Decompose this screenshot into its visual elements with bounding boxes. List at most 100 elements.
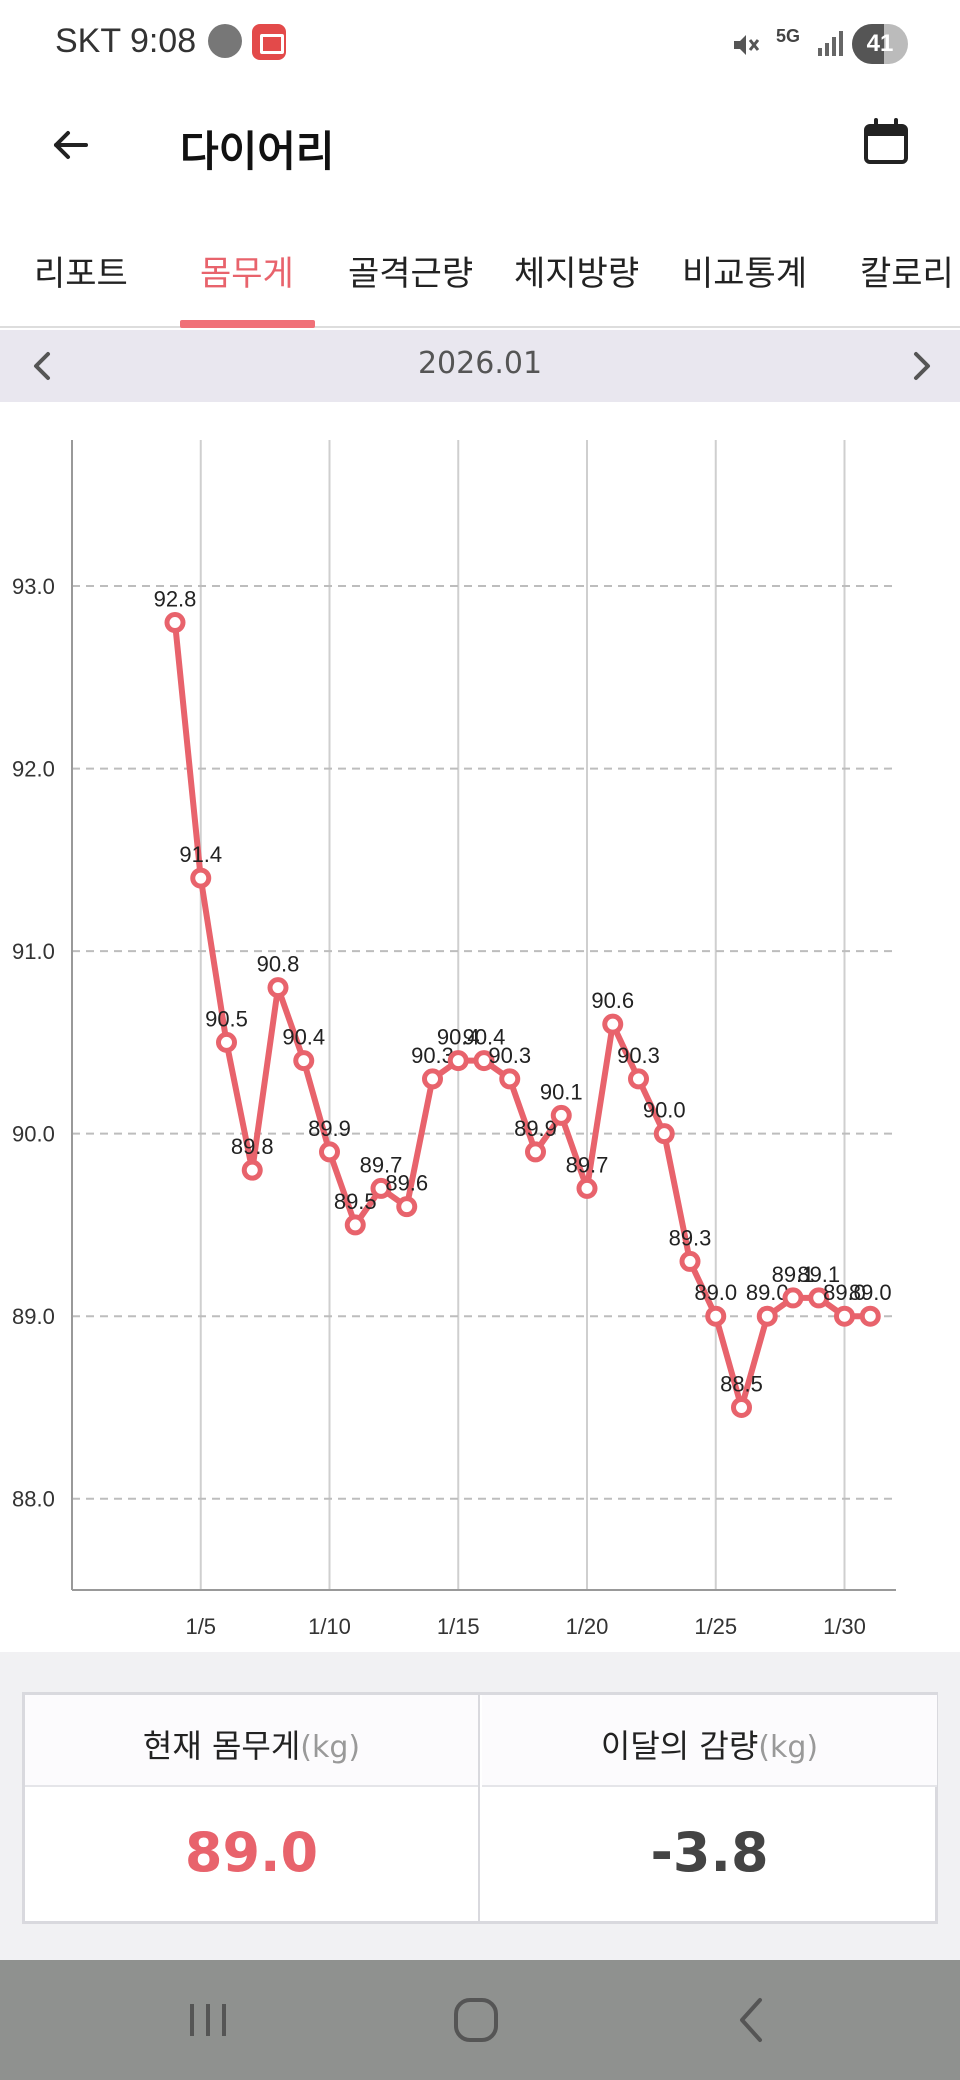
data-label: 89.6 bbox=[385, 1171, 428, 1196]
data-label: 90.8 bbox=[257, 952, 300, 977]
monthly-loss-value: -3.8 bbox=[650, 1821, 769, 1884]
data-label: 89.3 bbox=[669, 1225, 712, 1250]
data-label: 89.8 bbox=[231, 1134, 274, 1159]
tab-body-fat[interactable]: 체지방량 bbox=[514, 254, 640, 294]
data-point bbox=[653, 1123, 675, 1145]
data-point bbox=[293, 1050, 315, 1072]
tab-skeletal-muscle[interactable]: 골격근량 bbox=[348, 254, 474, 294]
data-point bbox=[241, 1159, 263, 1181]
data-label: 92.8 bbox=[154, 587, 197, 612]
tab-weight[interactable]: 몸무게 bbox=[200, 254, 294, 294]
month-navigator: 2026.01 bbox=[0, 330, 960, 402]
tab-comparison-stats[interactable]: 비교통계 bbox=[682, 254, 808, 294]
mute-icon bbox=[734, 35, 760, 55]
data-label: 90.4 bbox=[463, 1025, 506, 1050]
calendar-icon[interactable] bbox=[862, 118, 910, 166]
data-point bbox=[834, 1305, 855, 1327]
data-label: 90.0 bbox=[643, 1098, 686, 1123]
data-label: 90.3 bbox=[617, 1043, 660, 1068]
weight-chart: 1/5 1/10 1/15 1/20 1/25 1/30 88.0 89.0 90.0 91.0 9… bbox=[0, 402, 960, 1652]
data-point bbox=[756, 1305, 778, 1327]
current-weight-label: 현재 몸무게 bbox=[142, 1727, 301, 1765]
page-title: 다이어리 bbox=[180, 127, 335, 176]
data-point bbox=[731, 1396, 752, 1418]
data-point bbox=[628, 1068, 649, 1090]
current-weight-header: 현재 몸무게(kg) bbox=[25, 1695, 478, 1787]
tab-report[interactable]: 리포트 bbox=[34, 254, 128, 294]
x-tick-label: 1/30 bbox=[823, 1614, 866, 1639]
home-icon[interactable] bbox=[446, 1990, 506, 2050]
data-point bbox=[679, 1250, 701, 1272]
data-label: 88.5 bbox=[720, 1371, 763, 1396]
data-point bbox=[370, 1177, 392, 1199]
app-bar: 다이어리 bbox=[0, 90, 960, 200]
data-label: 91.4 bbox=[179, 842, 222, 867]
5g-icon: 5G bbox=[776, 26, 801, 46]
data-point bbox=[499, 1068, 521, 1090]
y-tick-label: 92.0 bbox=[12, 757, 55, 782]
data-point bbox=[782, 1287, 804, 1309]
chevron-left-icon[interactable] bbox=[20, 344, 64, 388]
notification-face-icon bbox=[208, 24, 242, 58]
y-tick-label: 90.0 bbox=[12, 1122, 55, 1147]
data-label: 89.1 bbox=[797, 1262, 840, 1287]
data-label: 89.0 bbox=[694, 1280, 737, 1305]
carrier-time: SKT 9:08 bbox=[55, 22, 197, 60]
data-label: 90.1 bbox=[540, 1079, 583, 1104]
data-point bbox=[602, 1013, 624, 1035]
x-tick-label: 1/10 bbox=[308, 1614, 351, 1639]
data-point bbox=[190, 867, 212, 889]
weight-line-chart: 1/5 1/10 1/15 1/20 1/25 1/30 88.0 89.0 90.0 91.0 9… bbox=[12, 440, 896, 1639]
data-label: 90.5 bbox=[205, 1006, 248, 1031]
recent-apps-icon[interactable] bbox=[178, 1990, 238, 2050]
tab-calories[interactable]: 칼로리 bbox=[860, 254, 954, 294]
data-point bbox=[447, 1050, 469, 1072]
monthly-loss-cell: 이달의 감량(kg) -3.8 bbox=[482, 1695, 937, 1921]
data-label: 89.0 bbox=[746, 1280, 789, 1305]
data-label: 90.4 bbox=[282, 1025, 325, 1050]
current-weight-value: 89.0 bbox=[184, 1821, 319, 1884]
data-point bbox=[164, 612, 186, 634]
data-label: 90.3 bbox=[411, 1043, 454, 1068]
summary-table: 현재 몸무게(kg) 89.0 이달의 감량(kg) -3.8 bbox=[22, 1692, 938, 1924]
data-point bbox=[344, 1214, 366, 1236]
data-point bbox=[859, 1305, 881, 1327]
data-point bbox=[705, 1305, 727, 1327]
x-tick-label: 1/25 bbox=[694, 1614, 737, 1639]
data-point bbox=[808, 1287, 830, 1309]
system-nav-bar bbox=[0, 1960, 960, 2080]
data-label: 90.4 bbox=[437, 1025, 480, 1050]
data-label: 89.7 bbox=[360, 1152, 403, 1177]
series-line bbox=[172, 622, 871, 1411]
data-point bbox=[525, 1141, 546, 1163]
current-weight-unit: (kg) bbox=[300, 1730, 361, 1765]
back-icon[interactable] bbox=[722, 1990, 782, 2050]
y-tick-label: 88.0 bbox=[12, 1487, 55, 1512]
y-tick-label: 91.0 bbox=[12, 939, 55, 964]
data-point bbox=[473, 1050, 495, 1072]
summary-section: 현재 몸무게(kg) 89.0 이달의 감량(kg) -3.8 bbox=[0, 1652, 960, 1960]
data-label: 90.6 bbox=[591, 988, 634, 1013]
status-bar: SKT 9:08 5G 41 bbox=[0, 0, 960, 90]
data-point bbox=[216, 1031, 237, 1053]
signal-icon bbox=[818, 31, 843, 56]
data-label: 90.3 bbox=[488, 1043, 531, 1068]
data-label: 89.1 bbox=[772, 1262, 815, 1287]
active-tab-indicator bbox=[180, 320, 315, 328]
tab-bar: 리포트 몸무게 골격근량 체지방량 비교통계 칼로리 bbox=[0, 200, 960, 328]
monthly-loss-label: 이달의 감량 bbox=[600, 1727, 759, 1765]
month-label: 2026.01 bbox=[417, 346, 543, 381]
data-point bbox=[267, 977, 289, 999]
data-point bbox=[396, 1196, 418, 1218]
data-point bbox=[550, 1104, 572, 1126]
current-weight-cell: 현재 몸무게(kg) 89.0 bbox=[25, 1695, 480, 1921]
arrow-left-icon[interactable] bbox=[40, 115, 100, 175]
x-tick-label: 1/5 bbox=[185, 1614, 216, 1639]
x-tick-label: 1/15 bbox=[437, 1614, 480, 1639]
battery-level: 41 bbox=[866, 30, 894, 57]
battery-icon: 41 bbox=[852, 24, 908, 64]
data-label: 89.9 bbox=[514, 1116, 557, 1141]
data-label: 89.7 bbox=[566, 1152, 609, 1177]
chevron-right-icon[interactable] bbox=[900, 344, 944, 388]
data-point bbox=[576, 1177, 598, 1199]
